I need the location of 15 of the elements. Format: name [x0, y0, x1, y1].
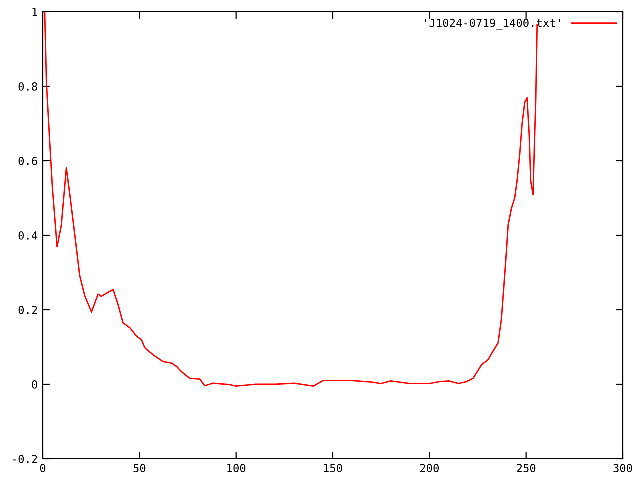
x-tick-label: 150 — [324, 464, 342, 473]
legend-label: 'J1024-0719_1400.txt' — [425, 18, 560, 30]
x-tick-label: 250 — [517, 464, 536, 473]
x-tick-label: 200 — [420, 464, 439, 473]
x-tick-label: 0 — [40, 464, 46, 473]
y-tick-label: -0.2 — [13, 455, 38, 464]
y-tick-label: 0.4 — [18, 232, 38, 240]
y-tick-label: 0.8 — [18, 82, 38, 91]
y-tick-label: 0.6 — [18, 157, 38, 166]
x-tick-label: 300 — [614, 464, 632, 473]
y-tick-label: 0 — [32, 380, 38, 389]
x-tick-label: 100 — [228, 464, 246, 473]
y-tick-label: 0.2 — [18, 306, 38, 314]
x-tick-label: 50 — [134, 464, 146, 473]
y-tick-label: 1 — [32, 8, 38, 16]
